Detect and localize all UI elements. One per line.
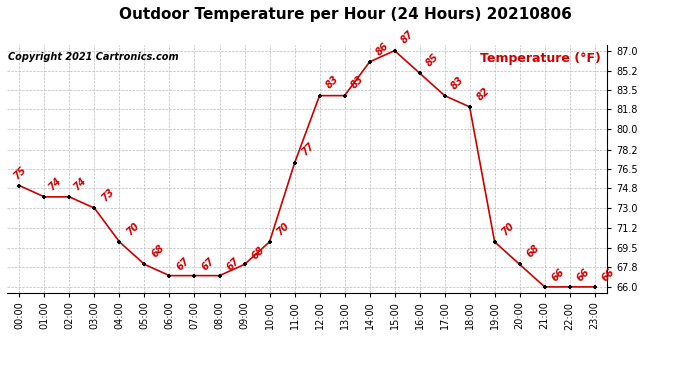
Text: 67: 67 xyxy=(175,256,191,272)
Text: 66: 66 xyxy=(600,267,616,284)
Text: 67: 67 xyxy=(199,256,216,272)
Text: 86: 86 xyxy=(375,41,391,57)
Text: 74: 74 xyxy=(47,176,63,192)
Point xyxy=(464,104,475,110)
Point xyxy=(89,205,100,211)
Text: Temperature (°F): Temperature (°F) xyxy=(480,53,601,65)
Point xyxy=(339,93,350,99)
Text: 67: 67 xyxy=(224,256,241,272)
Point xyxy=(189,273,200,279)
Text: Outdoor Temperature per Hour (24 Hours) 20210806: Outdoor Temperature per Hour (24 Hours) … xyxy=(119,8,571,22)
Text: 83: 83 xyxy=(350,74,366,90)
Text: 68: 68 xyxy=(250,244,266,261)
Point xyxy=(264,239,275,245)
Point xyxy=(489,239,500,245)
Text: 70: 70 xyxy=(275,221,291,237)
Text: 83: 83 xyxy=(324,74,341,90)
Text: 75: 75 xyxy=(12,165,28,181)
Text: 83: 83 xyxy=(450,75,466,91)
Text: 73: 73 xyxy=(99,187,116,204)
Text: 66: 66 xyxy=(575,267,591,284)
Point xyxy=(389,48,400,54)
Point xyxy=(439,93,450,99)
Point xyxy=(364,59,375,65)
Text: 87: 87 xyxy=(400,28,416,45)
Point xyxy=(589,284,600,290)
Text: 85: 85 xyxy=(424,52,441,69)
Point xyxy=(539,284,550,290)
Text: 66: 66 xyxy=(550,267,566,284)
Point xyxy=(414,70,425,76)
Point xyxy=(114,239,125,245)
Point xyxy=(564,284,575,290)
Point xyxy=(64,194,75,200)
Text: 70: 70 xyxy=(500,221,516,237)
Text: 68: 68 xyxy=(524,243,541,260)
Point xyxy=(314,93,325,99)
Text: 68: 68 xyxy=(150,243,166,260)
Text: 70: 70 xyxy=(124,221,141,237)
Point xyxy=(289,160,300,166)
Point xyxy=(164,273,175,279)
Point xyxy=(214,273,225,279)
Text: 82: 82 xyxy=(475,86,491,102)
Point xyxy=(139,261,150,267)
Text: 77: 77 xyxy=(299,141,316,158)
Point xyxy=(239,261,250,267)
Text: 74: 74 xyxy=(72,176,88,192)
Text: Copyright 2021 Cartronics.com: Copyright 2021 Cartronics.com xyxy=(8,53,179,62)
Point xyxy=(39,194,50,200)
Point xyxy=(14,183,25,189)
Point xyxy=(514,261,525,267)
